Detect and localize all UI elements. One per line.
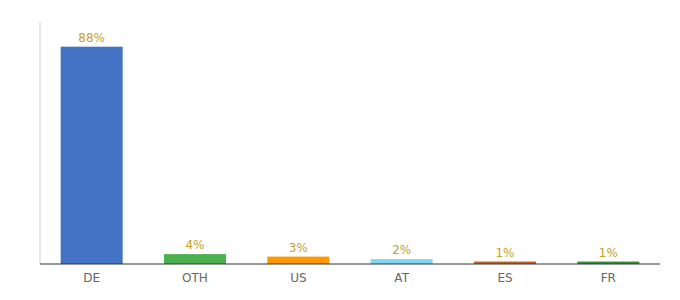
- y-axis-line: [40, 22, 41, 264]
- bar: [267, 257, 329, 264]
- x-tick-label: FR: [601, 271, 616, 285]
- data-label: 1%: [599, 246, 618, 260]
- data-label: 2%: [392, 243, 411, 257]
- x-tick-label: OTH: [182, 271, 208, 285]
- bar: [61, 47, 123, 264]
- data-label: 88%: [78, 31, 105, 45]
- x-axis-line: [40, 264, 660, 265]
- data-label: 1%: [495, 246, 514, 260]
- data-label: 4%: [185, 238, 204, 252]
- chart-container: DE OTH US AT ES FR 88% 4% 3% 2% 1% 1%: [0, 0, 680, 300]
- data-label: 3%: [289, 241, 308, 255]
- x-tick-label: AT: [394, 271, 409, 285]
- bar: [164, 254, 226, 264]
- x-tick-label: DE: [83, 271, 100, 285]
- bar: [371, 259, 433, 264]
- x-tick-label: US: [290, 271, 306, 285]
- x-tick-label: ES: [497, 271, 512, 285]
- bars: [61, 47, 640, 264]
- chart: DE OTH US AT ES FR 88% 4% 3% 2% 1% 1%: [0, 0, 680, 300]
